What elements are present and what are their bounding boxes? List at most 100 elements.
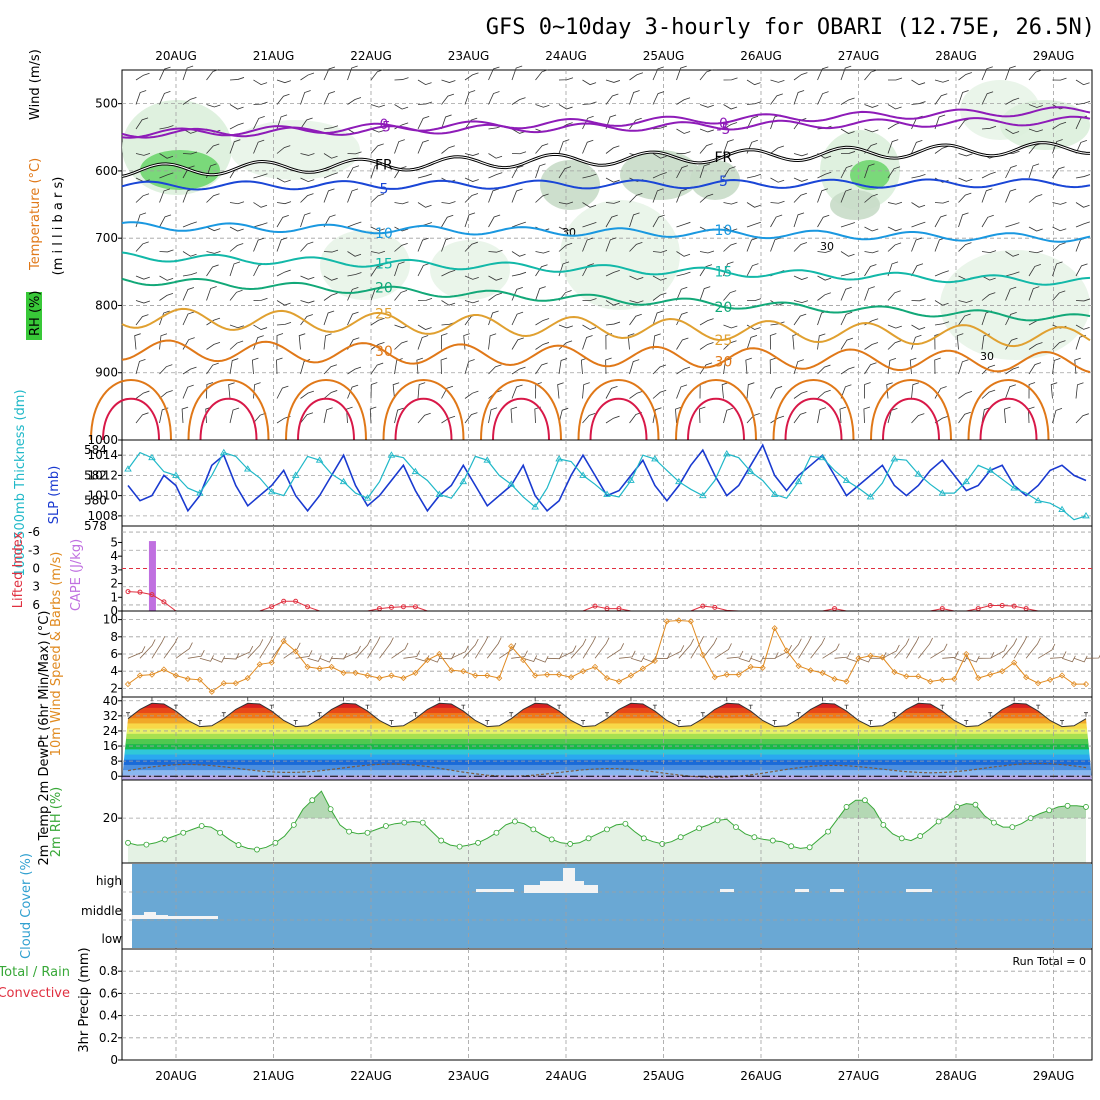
wind-barb [182, 251, 197, 257]
cloud-yticks: high middle low [81, 874, 122, 946]
wind-barb [817, 333, 826, 350]
wind-barb [627, 333, 635, 350]
thickness-point [627, 476, 635, 483]
wind-barb [746, 173, 762, 179]
surface-barb [1001, 638, 1018, 659]
temp-minmax-mark [461, 704, 466, 710]
wind-barb [699, 128, 714, 133]
wind-point [951, 675, 958, 683]
wind-barb [770, 93, 783, 105]
wind-barb [1075, 298, 1091, 302]
rh-point [733, 824, 739, 831]
warm-arch [187, 379, 270, 441]
wind-barb [441, 333, 448, 350]
surface-barb [199, 655, 214, 662]
temp-minmax-mark [988, 712, 993, 717]
wind-barb [909, 357, 917, 375]
warm-arch [675, 379, 757, 441]
wind-barb [276, 300, 291, 306]
wind-barb [770, 214, 783, 228]
wind-point [867, 652, 874, 659]
top-date-23AUG: 23AUG [448, 49, 490, 63]
wind-barb [605, 270, 620, 277]
wind-barb [956, 333, 964, 350]
wind-barb [911, 237, 923, 252]
wind-barb [652, 214, 665, 228]
wind-point [448, 667, 455, 674]
wind-barb [793, 390, 808, 399]
temp-contour-label: FR [375, 158, 393, 174]
wind-barb [652, 310, 664, 326]
surface-barb [714, 643, 732, 659]
wind-barb [276, 145, 291, 154]
wind-barb [1005, 251, 1020, 257]
wind-barb [911, 298, 926, 302]
temp-minmax-mark [1084, 712, 1088, 717]
wind-point [639, 665, 646, 672]
hot-arch [784, 397, 843, 441]
wind-barb [135, 275, 150, 280]
wind-barb [840, 128, 855, 134]
rh-point [567, 841, 574, 847]
wind-barb [135, 90, 147, 105]
wind-barb [911, 382, 920, 399]
rh-point [898, 835, 905, 842]
rh-point [788, 843, 795, 850]
wind-barb [699, 193, 714, 203]
wind-barb [981, 250, 997, 254]
surface-barb [367, 636, 381, 659]
wind-grid [122, 611, 1092, 697]
precip-convective-label: Convective [0, 986, 70, 1001]
cloud-block [524, 885, 598, 893]
temp-minmax-mark [940, 704, 945, 710]
wind-point [256, 661, 263, 668]
wind-barb [346, 406, 353, 424]
surface-barb [247, 639, 264, 659]
wind-barb [699, 163, 711, 179]
wind-barb [394, 139, 405, 154]
rh-point [475, 839, 481, 846]
temp-minmax-mark [892, 712, 897, 717]
thickness-point [172, 471, 180, 478]
wind-barb [229, 201, 245, 205]
wind-barb [911, 174, 926, 179]
wind-barb [629, 359, 640, 375]
lifted-point [700, 603, 706, 609]
ytick-label: 3 [110, 563, 118, 577]
wind-barb [276, 214, 289, 228]
wind-barb [441, 415, 456, 424]
wind-barb [370, 104, 385, 108]
ytick-label: 2 [110, 577, 118, 591]
thickness-point [962, 477, 971, 485]
wind-point [280, 638, 287, 645]
wind-barb [652, 407, 662, 424]
surface-barb [558, 645, 577, 659]
cape-bar [148, 541, 156, 611]
wind-barb [347, 65, 358, 81]
wind-barb [229, 243, 244, 252]
wind-barb [417, 115, 430, 130]
wind-barb [629, 117, 642, 130]
slp-thickness-panel: 578 580 582 584 1008 1010 1012 1014 1000-500mb … [13, 389, 1093, 577]
temp-minmax-mark [605, 712, 609, 717]
wind-barb [793, 275, 808, 280]
wind-barb [864, 226, 879, 232]
wind-barb [699, 362, 713, 375]
rh-legend-swatch [26, 292, 42, 340]
ytick-label: 16 [103, 739, 118, 753]
wind-barb [629, 72, 644, 81]
rh-yticks: 20 [103, 811, 122, 825]
lifted-tick: -3 [28, 543, 40, 557]
thickness-point [1010, 484, 1018, 491]
wind-barb [488, 275, 503, 281]
surface-barb [906, 636, 920, 659]
slp-yticks: 578 580 582 584 1008 1010 1012 1014 [84, 443, 122, 533]
wind-barb [746, 202, 761, 208]
wind-point [220, 680, 227, 687]
surface-barb [1061, 655, 1076, 663]
hot-arch [882, 397, 940, 441]
ytick-label: 32 [103, 709, 118, 723]
wind-barb [206, 143, 220, 154]
